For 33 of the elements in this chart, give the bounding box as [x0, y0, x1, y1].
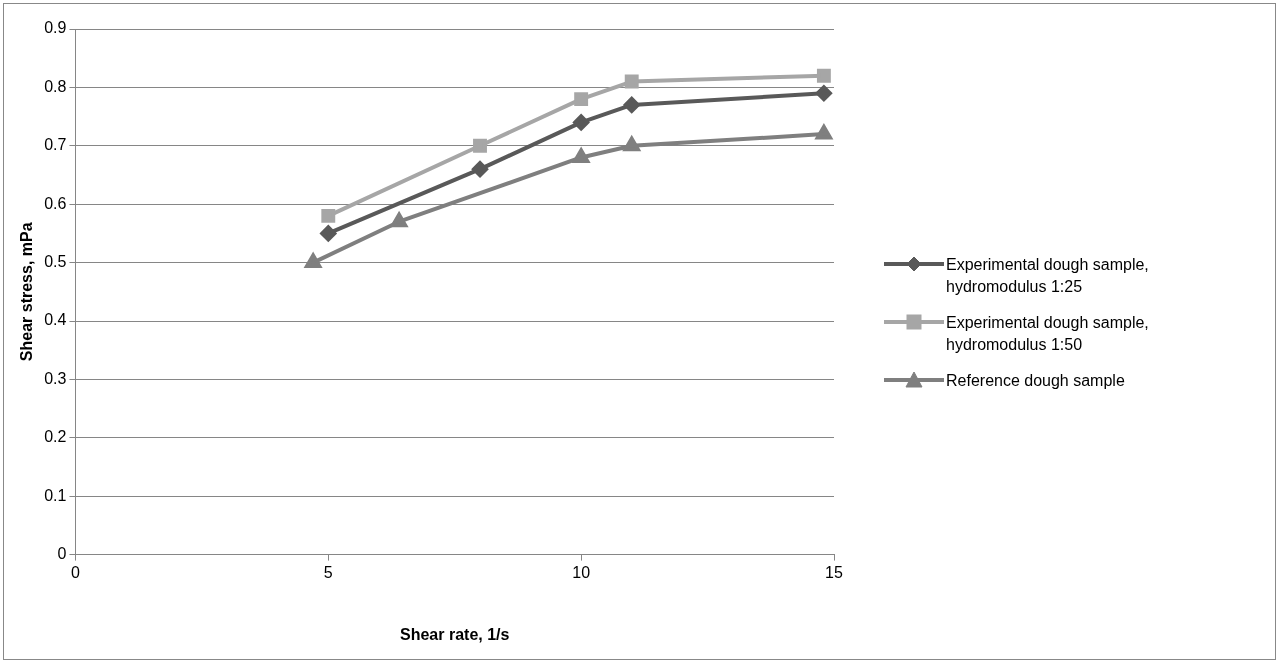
- point: [816, 68, 831, 83]
- point: [815, 125, 832, 140]
- legend-label: Experimental dough sample, hydromodulus 1:50: [946, 313, 1150, 355]
- y-tick-label: 0.8: [44, 77, 67, 95]
- point: [472, 161, 489, 178]
- y-tick-label: 0.9: [44, 19, 67, 37]
- y-tick-label: 0: [57, 545, 67, 563]
- x-tick-label: 15: [825, 563, 843, 581]
- point: [815, 85, 832, 102]
- y-tick-label: 0.4: [44, 311, 67, 329]
- legend-label: Reference dough sample: [946, 371, 1125, 391]
- y-tick-label: 0.2: [44, 428, 67, 446]
- point: [573, 114, 590, 131]
- point: [624, 74, 639, 89]
- y-tick-label: 0.6: [44, 194, 67, 212]
- point: [623, 96, 640, 113]
- point: [623, 136, 640, 152]
- point: [574, 92, 589, 107]
- x-tick-label: 10: [572, 563, 591, 581]
- point: [473, 138, 487, 153]
- y-tick-label: 0.3: [44, 369, 67, 387]
- point: [573, 148, 590, 163]
- point: [321, 208, 336, 223]
- x-tick-label: 5: [323, 563, 333, 581]
- point: [391, 212, 408, 228]
- x-axis-title: Shear rate, 1/s: [400, 625, 510, 643]
- y-tick-label: 0.7: [44, 136, 67, 154]
- point: [320, 225, 337, 242]
- y-tick-label: 0.1: [44, 486, 67, 504]
- y-tick-label: 0.5: [44, 253, 67, 271]
- y-axis-title: Shear stress, mPa: [18, 222, 36, 362]
- legend-label: Experimental dough sample, hydromodulus 1:25: [946, 255, 1150, 297]
- x-tick-label: 0: [70, 563, 80, 581]
